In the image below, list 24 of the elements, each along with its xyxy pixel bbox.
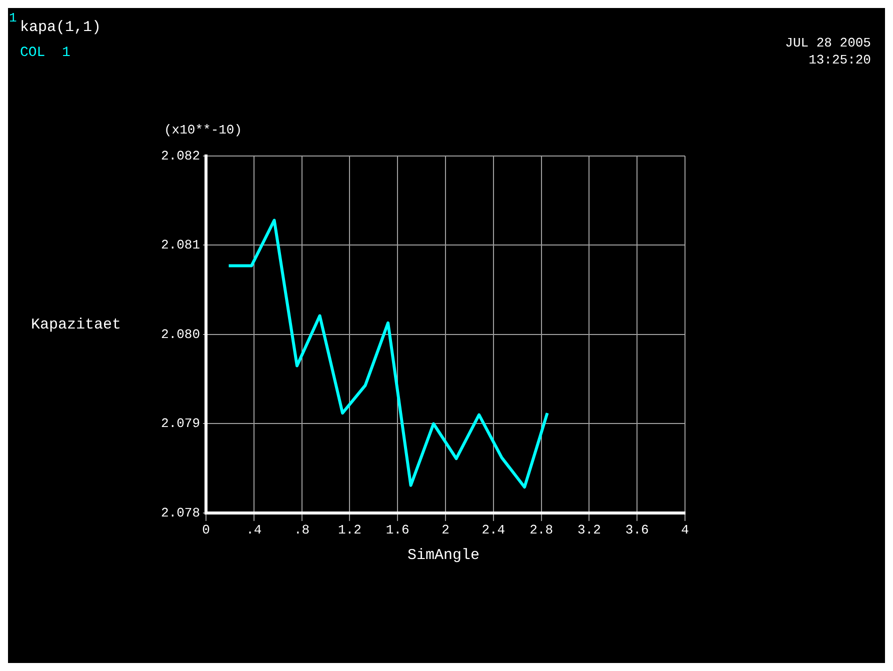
text: kapa(1,1): [20, 19, 102, 36]
y-tick-label: 2.078: [160, 505, 200, 520]
y-axis-title: Kapazitaet: [31, 316, 122, 334]
x-tick-label: 0: [202, 522, 210, 538]
y-tick-label: 2.080: [160, 326, 200, 342]
x-tick-label: 2.4: [482, 522, 506, 538]
y-tick-label: 2.081: [160, 238, 200, 253]
x-tick-label: 2: [442, 522, 450, 538]
x-tick-label: 1.6: [386, 522, 410, 538]
text: 13:25:20: [808, 52, 871, 68]
text: JUL 28 2005: [785, 35, 871, 50]
x-tick-label: 3.6: [625, 522, 649, 538]
y-tick-label: 2.079: [160, 416, 200, 432]
x-tick-label: .8: [294, 522, 310, 538]
y-tick-label: 2.082: [160, 148, 200, 164]
x-tick-label: 3.2: [578, 522, 601, 538]
x-axis-title: SimAngle: [407, 546, 480, 564]
x-tick-label: .4: [246, 522, 262, 538]
text: (x10**-10): [164, 122, 242, 138]
x-tick-label: 4: [681, 522, 690, 538]
x-tick-label: 2.8: [530, 522, 554, 538]
x-tick-label: 1.2: [338, 522, 362, 538]
text: 1: [9, 10, 17, 26]
text: COL 1: [20, 45, 70, 61]
